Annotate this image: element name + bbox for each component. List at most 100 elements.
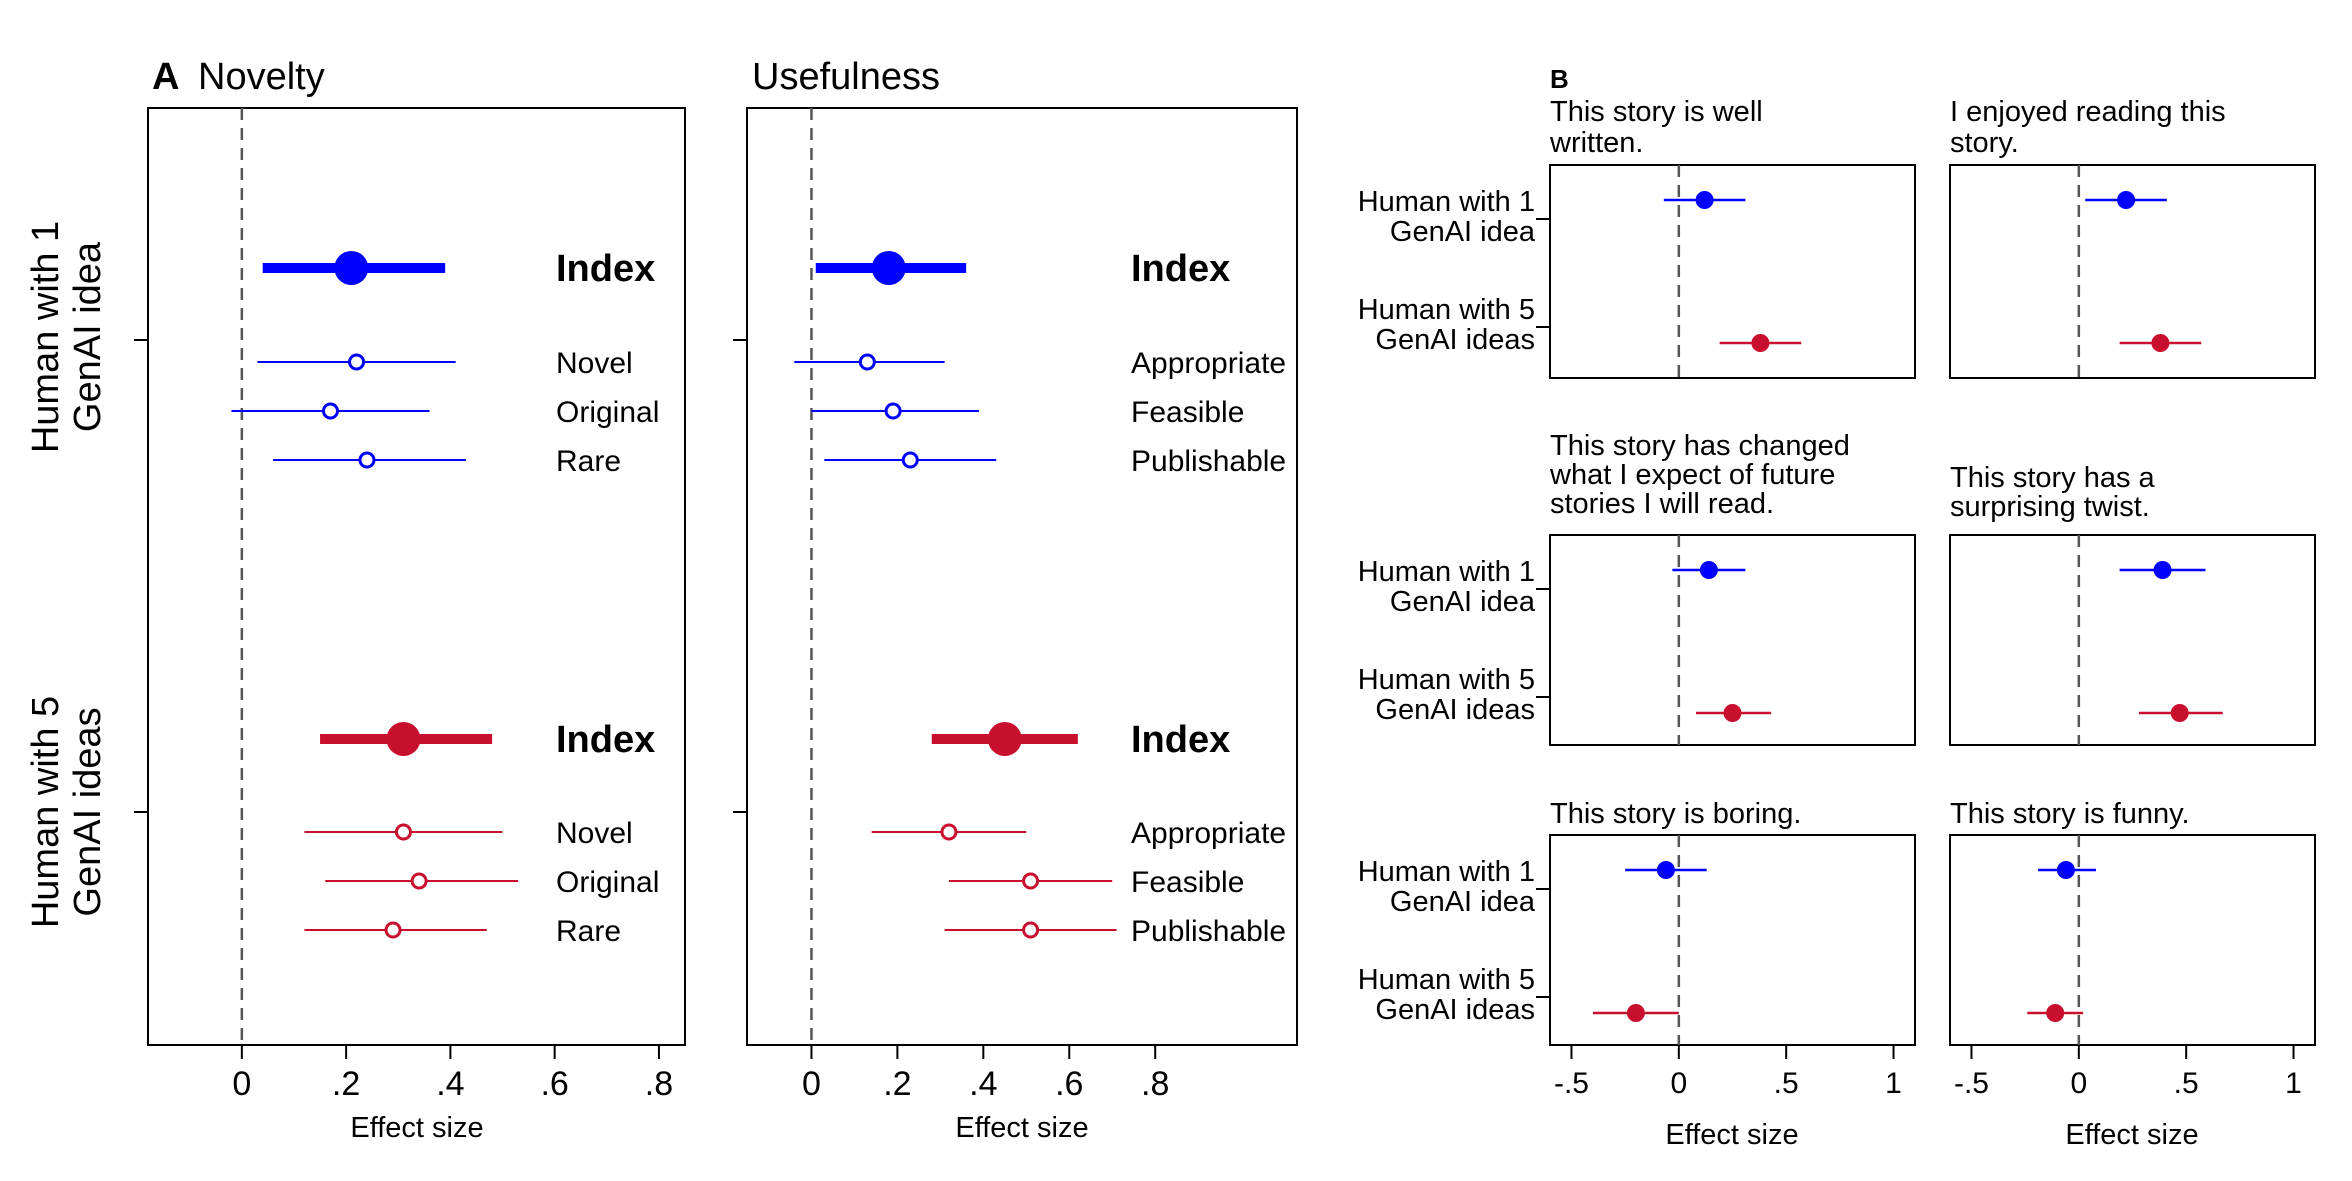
story-panel-5-x-tick-label: -.5 xyxy=(1554,1067,1589,1100)
story-panel-5-x-tick-label: .5 xyxy=(1774,1067,1799,1100)
story-panel-1-row-label-line2: GenAI ideas xyxy=(1375,324,1535,356)
usefulness-item-label: Feasible xyxy=(1131,396,1244,429)
story-panel-6-x-tick-label: 0 xyxy=(2070,1067,2087,1100)
novelty-x-tick-label: .2 xyxy=(332,1065,360,1103)
story-panel-4-estimate-point xyxy=(2170,704,2189,722)
novelty-xlabel: Effect size xyxy=(350,1112,483,1144)
panel-a-row-label-1-line2: GenAI idea xyxy=(67,241,109,432)
novelty-estimate-point xyxy=(348,353,366,371)
story-panel-1-estimate-point xyxy=(1751,334,1770,352)
story-panel-5-title-line: This story is boring. xyxy=(1550,798,1801,830)
panel-b-letter: B xyxy=(1550,64,1569,94)
novelty-estimate-point xyxy=(321,402,339,420)
story-panel-6-frame xyxy=(1949,834,2316,1046)
usefulness-estimate-point xyxy=(858,353,876,371)
usefulness-title: Usefulness xyxy=(752,56,940,98)
usefulness-plot-frame xyxy=(746,107,1298,1046)
usefulness-x-tick-label: .6 xyxy=(1055,1065,1083,1103)
novelty-index-point xyxy=(386,722,421,756)
novelty-plot-frame xyxy=(147,107,686,1046)
usefulness-item-label: Index xyxy=(1131,719,1230,761)
story-panel-3-title-line: what I expect of future xyxy=(1549,459,1835,491)
story-panel-5-row-label-line2: GenAI idea xyxy=(1390,886,1536,918)
novelty-estimate-point xyxy=(358,451,376,469)
story-panel-1-estimate-point xyxy=(1695,191,1714,209)
novelty-item-label: Rare xyxy=(556,915,621,948)
usefulness-x-tick-label: 0 xyxy=(802,1065,821,1103)
story-panel-6-x-tick-label: .5 xyxy=(2174,1067,2199,1100)
novelty-x-tick-label: .4 xyxy=(436,1065,464,1103)
story-panel-6-x-tick-label: 1 xyxy=(2285,1067,2302,1100)
usefulness-estimate-point xyxy=(940,823,958,841)
panel-a-letter: A xyxy=(152,56,179,98)
story-panel-2-frame xyxy=(1949,164,2316,379)
usefulness-estimate-point xyxy=(901,451,919,469)
story-panel-1-row-label-line1: Human with 1 xyxy=(1358,186,1535,218)
story-panel-5-x-tick-label: 1 xyxy=(1885,1067,1902,1100)
story-panel-3-row-label-line1: Human with 1 xyxy=(1358,556,1535,588)
story-panel-6-estimate-point xyxy=(2056,861,2075,879)
usefulness-index-point xyxy=(987,722,1022,756)
story-panel-1-title-line: This story is well xyxy=(1550,96,1763,128)
novelty-x-tick-label: .6 xyxy=(540,1065,568,1103)
story-panel-3-title-line: stories I will read. xyxy=(1550,488,1774,520)
usefulness-xlabel: Effect size xyxy=(955,1112,1088,1144)
story-panel-3-row-label-line2: GenAI ideas xyxy=(1375,694,1535,726)
usefulness-item-label: Publishable xyxy=(1131,915,1286,948)
panel-b-xlabel-right: Effect size xyxy=(2065,1119,2198,1151)
novelty-item-label: Original xyxy=(556,866,659,899)
usefulness-item-label: Publishable xyxy=(1131,445,1286,478)
novelty-x-tick-label: 0 xyxy=(232,1065,251,1103)
chart-marks: 0 .2 .4 .6 .8 Index Novel Original Rare Index Nove… xyxy=(134,96,2316,1103)
novelty-estimate-point xyxy=(394,823,412,841)
usefulness-item-label: Index xyxy=(1131,248,1230,290)
story-panel-1-title-line: written. xyxy=(1549,127,1643,159)
usefulness-index-point xyxy=(871,251,906,285)
story-panel-3-estimate-point xyxy=(1723,704,1742,722)
story-panel-6-x-tick-label: -.5 xyxy=(1954,1067,1989,1100)
story-panel-2-estimate-point xyxy=(2117,191,2136,209)
novelty-title: Novelty xyxy=(198,56,325,98)
novelty-item-label: Novel xyxy=(556,347,633,380)
story-panel-4-frame xyxy=(1949,534,2316,746)
novelty-estimate-point xyxy=(410,872,428,890)
story-panel-5-row-label-line1: Human with 5 xyxy=(1358,964,1535,996)
usefulness-item-label: Appropriate xyxy=(1131,347,1286,380)
usefulness-item-label: Feasible xyxy=(1131,866,1244,899)
story-panel-2-estimate-point xyxy=(2151,334,2170,352)
story-panel-1-frame xyxy=(1549,164,1916,379)
novelty-item-label: Index xyxy=(556,248,655,290)
story-panel-4-estimate-point xyxy=(2153,561,2172,579)
usefulness-x-tick-label: .2 xyxy=(883,1065,911,1103)
story-panel-2-title-line: story. xyxy=(1950,127,2019,159)
usefulness-x-tick-label: .4 xyxy=(969,1065,997,1103)
story-panel-6-estimate-point xyxy=(2046,1004,2065,1022)
story-panel-3-title-line: This story has changed xyxy=(1550,430,1850,462)
story-panel-4-title-line: This story has a xyxy=(1950,462,2156,494)
story-panel-3-estimate-point xyxy=(1699,561,1718,579)
novelty-item-label: Index xyxy=(556,719,655,761)
novelty-item-label: Rare xyxy=(556,445,621,478)
story-panel-5-row-label-line2: GenAI ideas xyxy=(1375,994,1535,1026)
novelty-x-tick-label: .8 xyxy=(645,1065,673,1103)
story-panel-5-estimate-point xyxy=(1656,861,1675,879)
usefulness-item-label: Appropriate xyxy=(1131,817,1286,850)
novelty-index-point xyxy=(334,251,369,285)
novelty-estimate-point xyxy=(384,921,402,939)
story-panel-5-row-label-line1: Human with 1 xyxy=(1358,856,1535,888)
usefulness-estimate-point xyxy=(1022,921,1040,939)
story-panel-2-title-line: I enjoyed reading this xyxy=(1950,96,2226,128)
story-panel-3-row-label-line1: Human with 5 xyxy=(1358,664,1535,696)
panel-a-row-label-1-line1: Human with 1 xyxy=(25,221,67,453)
story-panel-3-frame xyxy=(1549,534,1916,746)
story-panel-4-title-line: surprising twist. xyxy=(1950,491,2150,523)
story-panel-6-title-line: This story is funny. xyxy=(1950,798,2190,830)
story-panel-1-row-label-line2: GenAI idea xyxy=(1390,216,1536,248)
story-panel-5-frame xyxy=(1549,834,1916,1046)
novelty-item-label: Original xyxy=(556,396,659,429)
panel-a-row-label-2-line1: Human with 5 xyxy=(25,696,67,928)
usefulness-x-tick-label: .8 xyxy=(1141,1065,1169,1103)
story-panel-1-row-label-line1: Human with 5 xyxy=(1358,294,1535,326)
novelty-item-label: Novel xyxy=(556,817,633,850)
